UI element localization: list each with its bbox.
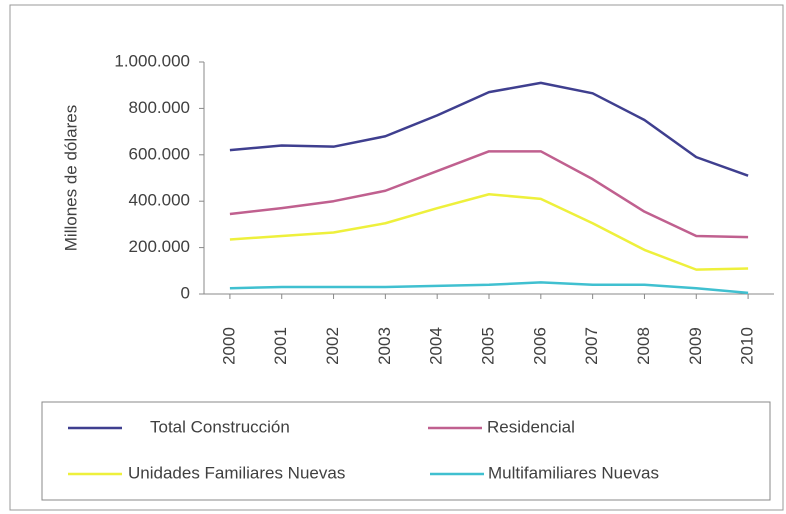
x-tick-label: 2009: [686, 327, 705, 365]
y-tick-label: 400.000: [129, 191, 190, 210]
x-tick-label: 2008: [634, 327, 653, 365]
x-tick-label: 2000: [219, 327, 238, 365]
legend-label: Unidades Familiares Nuevas: [128, 463, 345, 482]
x-tick-label: 2010: [738, 327, 757, 365]
legend-label: Residencial: [487, 417, 575, 436]
y-tick-label: 800.000: [129, 98, 190, 117]
x-tick-label: 2005: [478, 327, 497, 365]
x-tick-label: 2007: [582, 327, 601, 365]
series-line: [229, 192, 749, 271]
x-tick-label: 2006: [530, 327, 549, 365]
series-line: [229, 150, 749, 239]
legend-box: [41, 401, 771, 501]
y-axis-label: Millones de dólares: [61, 105, 80, 251]
y-tick-label: 200.000: [129, 237, 190, 256]
y-tick-label: 0: [181, 283, 190, 302]
x-tick-label: 2004: [427, 327, 446, 365]
legend-label: Total Construcción: [150, 417, 290, 436]
series-line: [229, 81, 749, 177]
x-tick-label: 2001: [271, 327, 290, 365]
y-tick-label: 600.000: [129, 144, 190, 163]
series-line: [229, 281, 749, 295]
y-tick-label: 1.000.000: [114, 51, 190, 70]
x-tick-label: 2003: [375, 327, 394, 365]
x-tick-label: 2002: [323, 327, 342, 365]
chart-frame: [9, 4, 784, 511]
legend-label: Multifamiliares Nuevas: [488, 463, 659, 482]
